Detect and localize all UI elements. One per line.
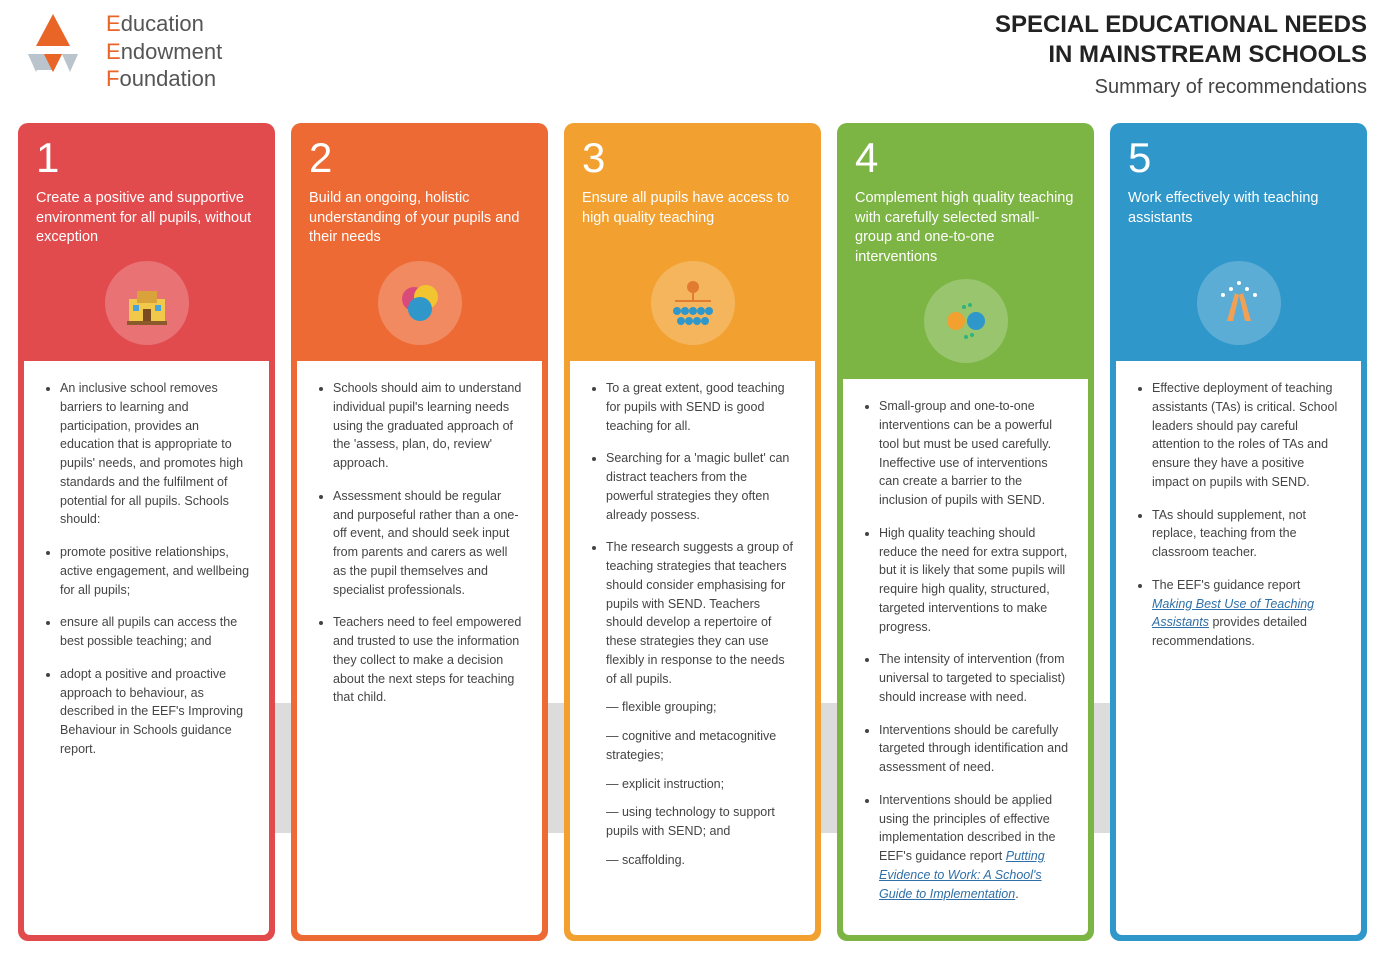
logo-initial-1: E [106,11,121,36]
logo-word-2: ndowment [121,39,223,64]
hands-icon [1197,261,1281,345]
card-body: Schools should aim to understand individ… [297,361,542,935]
bullet-item: High quality teaching should reduce the … [879,524,1070,637]
card-number: 5 [1128,137,1349,179]
recommendation-card-1: 1 Create a positive and supportive enviro… [18,123,275,941]
eef-logo-icon [18,14,88,89]
card-title: Create a positive and supportive environ… [36,189,257,249]
card-number: 2 [309,137,530,179]
sub-bullet-item: explicit instruction; [606,775,797,794]
bullet-item: To a great extent, good teaching for pup… [606,379,797,435]
logo-text: Education Endowment Foundation [106,10,222,93]
page-title-line2: IN MAINSTREAM SCHOOLS [995,40,1367,70]
card-number: 3 [582,137,803,179]
sub-bullet-item: flexible grouping; [606,698,797,717]
bullet-item: promote positive relationships, active e… [60,543,251,599]
card-body: Effective deployment of teaching assista… [1116,361,1361,935]
bullet-item: Effective deployment of teaching assista… [1152,379,1343,492]
card-body: An inclusive school removes barriers to … [24,361,269,935]
bullet-list: An inclusive school removes barriers to … [46,379,251,759]
bullet-item: An inclusive school removes barriers to … [60,379,251,529]
bullet-list: Small-group and one-to-one interventions… [865,397,1070,903]
bullet-item: The intensity of intervention (from univ… [879,650,1070,706]
bullet-list: Effective deployment of teaching assista… [1138,379,1343,651]
card-title: Build an ongoing, holistic understanding… [309,189,530,249]
bullet-item: Teachers need to feel empowered and trus… [333,613,524,707]
card-body: To a great extent, good teaching for pup… [570,361,815,935]
bullet-item: ensure all pupils can access the best po… [60,613,251,651]
bullet-item-with-link: The EEF's guidance report Making Best Us… [1152,576,1343,651]
bullet-item: TAs should supplement, not replace, teac… [1152,506,1343,562]
bullet-link-prefix: The EEF's guidance report [1152,578,1300,592]
logo-initial-3: F [106,66,119,91]
bullet-list: To a great extent, good teaching for pup… [592,379,797,870]
card-header: 2 Build an ongoing, holistic understandin… [291,123,548,361]
page-title-line1: SPECIAL EDUCATIONAL NEEDS [995,10,1367,40]
header: Education Endowment Foundation SPECIAL E… [18,10,1367,99]
page-subtitle: Summary of recommendations [995,76,1367,99]
recommendation-cards: 1 Create a positive and supportive enviro… [18,123,1367,941]
sub-bullet-item: scaffolding. [606,851,797,870]
card-header: 4 Complement high quality teaching with c… [837,123,1094,379]
card-title: Ensure all pupils have access to high qu… [582,189,803,249]
bullet-item: Schools should aim to understand individ… [333,379,524,473]
bullet-item: Searching for a 'magic bullet' can distr… [606,449,797,524]
card-header: 3 Ensure all pupils have access to high q… [564,123,821,361]
card-title: Work effectively with teaching assistant… [1128,189,1349,249]
bullet-item: Small-group and one-to-one interventions… [879,397,1070,510]
logo-initial-2: E [106,39,121,64]
bullet-list: Schools should aim to understand individ… [319,379,524,707]
sub-bullet-item: using technology to support pupils with … [606,803,797,841]
talk-icon [924,279,1008,363]
logo-word-3: oundation [119,66,216,91]
class-icon [651,261,735,345]
recommendation-card-2: 2 Build an ongoing, holistic understandin… [291,123,548,941]
sub-bullet-item: cognitive and metacognitive strategies; [606,727,797,765]
card-number: 4 [855,137,1076,179]
recommendation-card-5: 5 Work effectively with teaching assistan… [1110,123,1367,941]
card-header: 5 Work effectively with teaching assistan… [1110,123,1367,361]
bullet-item: adopt a positive and proactive approach … [60,665,251,759]
school-icon [105,261,189,345]
bullet-item: Interventions should be carefully target… [879,721,1070,777]
recommendation-card-4: 4 Complement high quality teaching with c… [837,123,1094,941]
logo-block: Education Endowment Foundation [18,10,222,93]
card-number: 1 [36,137,257,179]
logo-word-1: ducation [121,11,204,36]
card-title: Complement high quality teaching with ca… [855,189,1076,267]
bullet-item: Assessment should be regular and purpose… [333,487,524,600]
header-titles: SPECIAL EDUCATIONAL NEEDS IN MAINSTREAM … [995,10,1367,99]
recommendation-card-3: 3 Ensure all pupils have access to high q… [564,123,821,941]
card-header: 1 Create a positive and supportive enviro… [18,123,275,361]
sub-bullet-list: flexible grouping; cognitive and metacogn… [606,698,797,869]
card-body: Small-group and one-to-one interventions… [843,379,1088,935]
overlap-icon [378,261,462,345]
bullet-item: The research suggests a group of teachin… [606,538,797,869]
bullet-item-with-link: Interventions should be applied using th… [879,791,1070,904]
